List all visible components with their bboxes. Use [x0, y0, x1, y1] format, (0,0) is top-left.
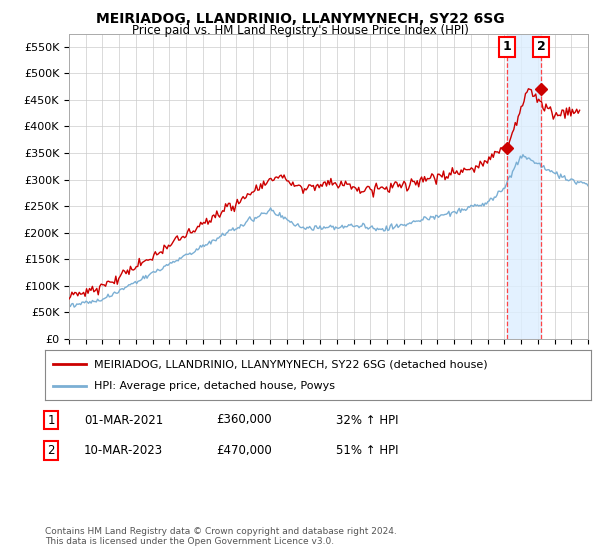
- Text: MEIRIADOG, LLANDRINIO, LLANYMYNECH, SY22 6SG: MEIRIADOG, LLANDRINIO, LLANYMYNECH, SY22…: [95, 12, 505, 26]
- Text: 2: 2: [536, 40, 545, 53]
- Text: £470,000: £470,000: [216, 444, 272, 458]
- Text: MEIRIADOG, LLANDRINIO, LLANYMYNECH, SY22 6SG (detached house): MEIRIADOG, LLANDRINIO, LLANYMYNECH, SY22…: [94, 359, 488, 369]
- Text: 1: 1: [503, 40, 512, 53]
- Text: Price paid vs. HM Land Registry's House Price Index (HPI): Price paid vs. HM Land Registry's House …: [131, 24, 469, 36]
- Text: Contains HM Land Registry data © Crown copyright and database right 2024.
This d: Contains HM Land Registry data © Crown c…: [45, 526, 397, 546]
- Text: HPI: Average price, detached house, Powys: HPI: Average price, detached house, Powy…: [94, 381, 335, 391]
- Text: 32% ↑ HPI: 32% ↑ HPI: [336, 413, 398, 427]
- Text: 1: 1: [47, 413, 55, 427]
- Text: 2: 2: [47, 444, 55, 458]
- Text: 10-MAR-2023: 10-MAR-2023: [84, 444, 163, 458]
- Text: £360,000: £360,000: [216, 413, 272, 427]
- Bar: [507, 34, 541, 339]
- Text: 51% ↑ HPI: 51% ↑ HPI: [336, 444, 398, 458]
- Text: 01-MAR-2021: 01-MAR-2021: [84, 413, 163, 427]
